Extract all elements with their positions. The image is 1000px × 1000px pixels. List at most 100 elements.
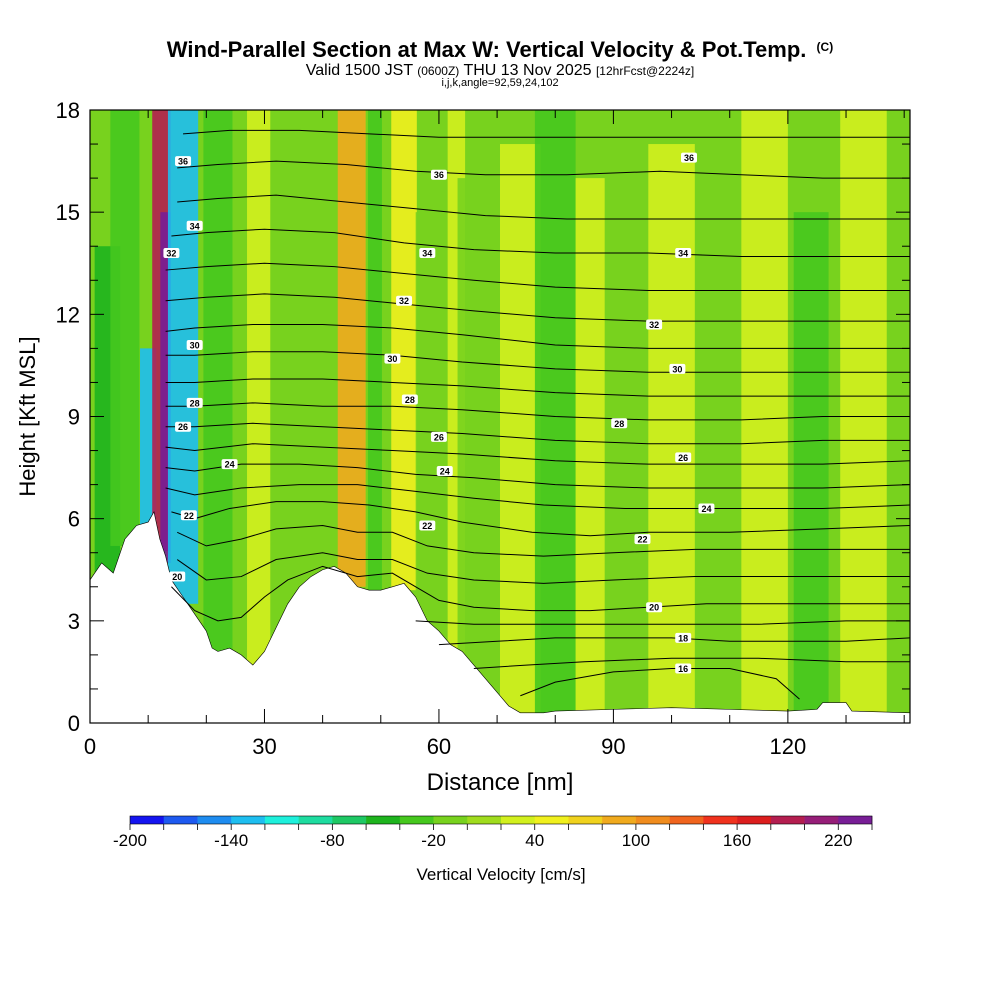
colorbar-swatch: [737, 816, 772, 824]
isentrope-label-text: 34: [190, 221, 200, 231]
isentrope-label-bg: [401, 394, 418, 405]
isentrope-line: [177, 194, 910, 220]
isentrope-label-bg: [675, 452, 692, 463]
isentrope-label-text: 28: [405, 395, 415, 405]
isentrope-label-bg: [611, 418, 628, 429]
isentrope-line: [415, 620, 910, 625]
colorbar-tick-label: 100: [622, 831, 650, 850]
isentrope-line: [165, 378, 910, 397]
isentrope-label: 20: [646, 602, 663, 613]
colorbar-tick-label: -140: [214, 831, 248, 850]
isentrope-label-bg: [396, 295, 413, 306]
valid-time: Valid 1500 JST: [305, 62, 413, 79]
colorbar-tick-label: 220: [824, 831, 852, 850]
velocity-bands: [94, 110, 887, 720]
isentrope-label-text: 28: [190, 398, 200, 408]
velocity-band: [110, 110, 140, 546]
isentrope-label: 16: [675, 663, 692, 674]
velocity-band: [247, 110, 271, 666]
colorbar-tick-label: 160: [723, 831, 751, 850]
isentrope-label-bg: [419, 520, 436, 531]
x-tick-label: 60: [427, 734, 451, 759]
colorbar-swatch: [399, 816, 434, 824]
colorbar-swatch: [332, 816, 367, 824]
isentrope-label-bg: [675, 632, 692, 643]
isentrope-line: [438, 637, 910, 646]
isentrope-label-bg: [675, 663, 692, 674]
isentrope-line: [165, 484, 910, 509]
isentrope-label-text: 24: [225, 460, 235, 470]
isentrope-label: 32: [396, 295, 413, 306]
isentrope-label-text: 20: [172, 572, 182, 582]
isentrope-label: 22: [419, 520, 436, 531]
isentrope-label: 24: [221, 459, 238, 470]
velocity-band: [575, 178, 605, 717]
utc-time: (0600Z): [417, 64, 460, 78]
isentrope-line: [165, 351, 910, 373]
isentrope-label-text: 32: [399, 296, 409, 306]
isentrope-line: [165, 402, 910, 421]
isentrope-label-text: 24: [440, 466, 450, 476]
isentrope-line: [176, 552, 910, 584]
y-tick-label: 9: [68, 405, 80, 430]
velocity-band: [167, 110, 199, 604]
y-tick-label: 18: [56, 98, 80, 123]
colorbar-swatch: [163, 816, 198, 824]
isentrope-label: 28: [186, 397, 203, 408]
isentrope-label-bg: [175, 421, 192, 432]
isentrope-label-text: 20: [649, 603, 659, 613]
chart-title: Wind-Parallel Section at Max W: Vertical…: [0, 37, 1000, 63]
isentrope-label-bg: [186, 220, 203, 231]
x-tick-label: 120: [770, 734, 807, 759]
isentrope-label-bg: [175, 156, 192, 167]
colorbar-swatch: [130, 816, 165, 824]
isentrope-label-text: 28: [614, 419, 624, 429]
velocity-band: [840, 110, 887, 719]
forecast-info: [12hrFcst@2224z]: [595, 64, 695, 78]
isentrope-label-text: 24: [701, 504, 711, 514]
y-tick-label: 12: [56, 302, 80, 327]
isentrope-label: 28: [611, 418, 628, 429]
isentrope-label: 34: [186, 220, 203, 231]
isentrope-label: 36: [430, 169, 447, 180]
colorbar-tick-label: -80: [320, 831, 345, 850]
isentrope-label: 30: [669, 363, 686, 374]
colorbar-swatch: [602, 816, 637, 824]
isentrope-label-text: 18: [678, 633, 688, 643]
colorbar-swatch: [838, 816, 873, 824]
isentrope-line: [177, 160, 910, 179]
isentrope-label-text: 22: [637, 535, 647, 545]
colorbar-swatch: [264, 816, 299, 824]
colorbar-tick-label: 40: [525, 831, 544, 850]
isentrope-label-text: 16: [678, 664, 688, 674]
isentrope-label-bg: [646, 319, 663, 330]
isentrope-label: 22: [180, 510, 197, 521]
colorbar-swatch: [770, 816, 805, 824]
isentrope-label-text: 30: [672, 364, 682, 374]
isentrope-label: 24: [698, 503, 715, 514]
velocity-band: [534, 110, 576, 718]
copyright-mark: (C): [816, 40, 834, 54]
isentrope-label: 30: [186, 339, 203, 350]
isentrope-label-text: 32: [166, 249, 176, 259]
isentrope-label: 36: [175, 156, 192, 167]
isentrope-label-bg: [698, 503, 715, 514]
velocity-band: [160, 212, 171, 563]
colorbar-swatch: [534, 816, 569, 824]
velocity-band: [391, 110, 417, 591]
isentrope-label-bg: [221, 459, 238, 470]
colorbar-swatch: [366, 816, 401, 824]
colorbar-tick-label: -200: [113, 831, 147, 850]
x-tick-label: 30: [252, 734, 276, 759]
isentrope-label: 28: [401, 394, 418, 405]
isentrope-label-bg: [419, 248, 436, 259]
colorbar-swatch: [433, 816, 468, 824]
x-axis-label: Distance [nm]: [427, 769, 574, 796]
isentrope-label: 32: [163, 248, 180, 259]
isentrope-line: [165, 262, 910, 291]
colorbar-swatch: [703, 816, 738, 824]
velocity-band: [281, 110, 306, 603]
isentrope-label-text: 36: [434, 170, 444, 180]
isentrope-label-text: 36: [684, 153, 694, 163]
isentrope-label: 26: [430, 431, 447, 442]
